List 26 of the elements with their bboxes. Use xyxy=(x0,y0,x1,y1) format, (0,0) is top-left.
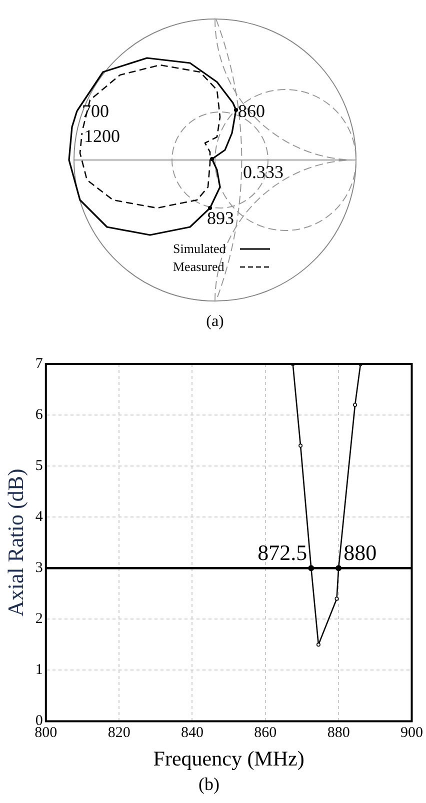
annotation: 872.5 xyxy=(258,540,308,565)
annotation: 880 xyxy=(344,540,377,565)
y-tick-label: 3 xyxy=(35,560,43,576)
text: 893 xyxy=(207,208,234,228)
x-tick-label: 860 xyxy=(254,725,277,742)
y-axis-title: Axial Ratio (dB) xyxy=(2,468,28,617)
y-tick-label: 2 xyxy=(35,611,43,628)
x-tick-label: 800 xyxy=(34,725,58,742)
y-tick-label: 1 xyxy=(35,662,43,678)
text: (b) xyxy=(198,774,220,794)
text: 0.333 xyxy=(243,162,284,182)
text: 700 xyxy=(82,101,109,121)
x-axis-title: Frequency (MHz) xyxy=(153,746,304,770)
text: (a) xyxy=(206,313,224,330)
y-tick-label: 5 xyxy=(35,458,43,474)
y-tick-label: 4 xyxy=(35,509,44,526)
text: 1200 xyxy=(84,126,120,146)
x-tick-label: 880 xyxy=(327,725,350,742)
y-tick-label: 6 xyxy=(35,406,44,423)
x-tick-label: 820 xyxy=(108,725,130,742)
text: 860 xyxy=(238,101,265,121)
x-tick-label: 900 xyxy=(400,725,423,742)
y-tick-label: 7 xyxy=(35,356,44,372)
text: Measured xyxy=(173,259,225,274)
x-tick-label: 840 xyxy=(180,725,204,742)
text: Simulated xyxy=(173,241,226,256)
